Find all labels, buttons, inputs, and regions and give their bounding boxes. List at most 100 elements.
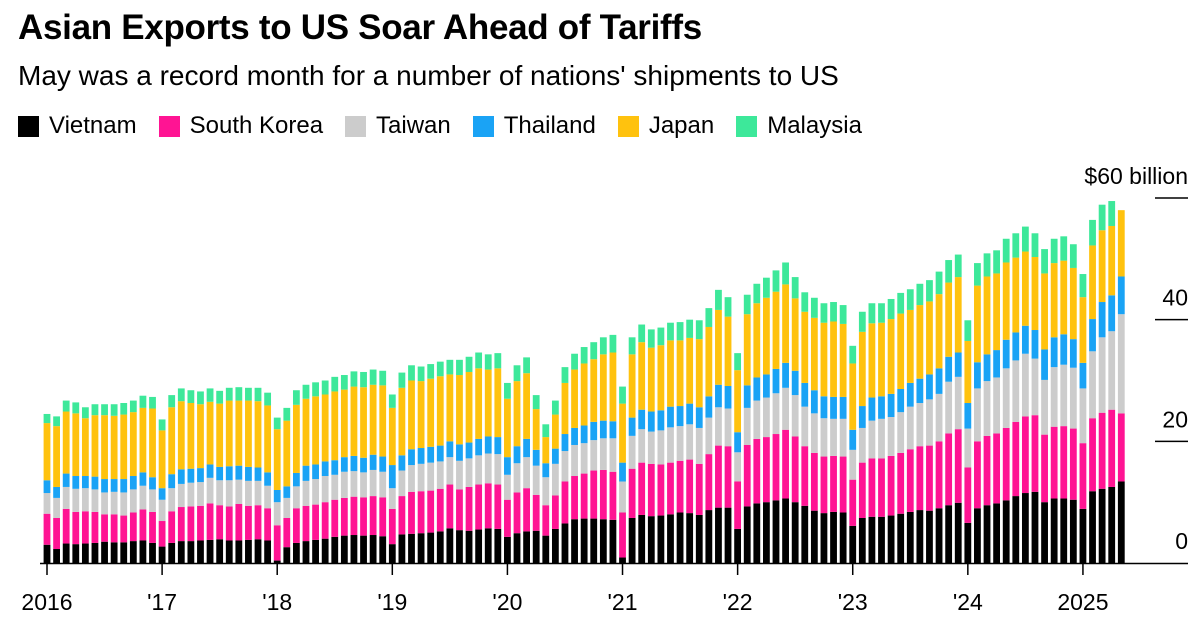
bar-vietnam-12 xyxy=(158,546,166,564)
bar-south-korea-61 xyxy=(628,468,636,518)
bar-thailand-2 xyxy=(62,473,70,487)
bar-japan-67 xyxy=(686,337,694,404)
bar-vietnam-61 xyxy=(628,517,636,563)
bar-thailand-103 xyxy=(1031,330,1039,359)
bar-thailand-24 xyxy=(273,490,281,503)
bar-japan-28 xyxy=(312,396,319,465)
bar-south-korea-44 xyxy=(465,486,473,531)
bar-japan-69 xyxy=(705,326,713,397)
bar-japan-102 xyxy=(1021,251,1029,326)
bar-malaysia-27 xyxy=(302,384,310,399)
bar-south-korea-78 xyxy=(791,436,799,503)
bar-south-korea-50 xyxy=(523,488,530,532)
y-tick-label-60: $60 billion xyxy=(1084,163,1188,189)
bar-vietnam-89 xyxy=(897,513,905,563)
bar-taiwan-68 xyxy=(695,427,703,464)
bar-malaysia-76 xyxy=(772,270,780,292)
bar-vietnam-66 xyxy=(676,512,684,563)
bar-malaysia-47 xyxy=(494,353,502,369)
bar-thailand-95 xyxy=(954,352,962,377)
bar-vietnam-7 xyxy=(110,542,118,563)
bar-malaysia-31 xyxy=(340,375,348,390)
bar-malaysia-23 xyxy=(264,392,272,406)
bar-thailand-48 xyxy=(504,457,511,475)
bar-malaysia-6 xyxy=(101,404,108,416)
bar-taiwan-6 xyxy=(101,492,108,515)
bar-taiwan-22 xyxy=(254,480,262,506)
bar-taiwan-37 xyxy=(398,470,406,497)
bar-thailand-41 xyxy=(436,445,444,462)
bar-south-korea-60 xyxy=(619,512,626,558)
bar-south-korea-79 xyxy=(801,446,809,506)
bar-south-korea-6 xyxy=(101,514,108,542)
bar-japan-107 xyxy=(1069,267,1077,340)
bar-south-korea-38 xyxy=(408,491,415,534)
bar-malaysia-101 xyxy=(1012,233,1020,258)
bar-malaysia-96 xyxy=(964,320,972,341)
bar-malaysia-99 xyxy=(993,250,1001,274)
bar-taiwan-28 xyxy=(312,479,319,505)
bar-japan-39 xyxy=(417,381,425,449)
bar-vietnam-101 xyxy=(1012,496,1020,563)
legend-label-malaysia: Malaysia xyxy=(767,112,862,139)
bar-malaysia-75 xyxy=(763,277,770,298)
bar-malaysia-12 xyxy=(158,419,166,431)
bar-thailand-87 xyxy=(878,396,885,419)
bar-vietnam-77 xyxy=(782,498,789,563)
bar-japan-21 xyxy=(245,400,252,467)
bar-south-korea-40 xyxy=(427,490,435,533)
bar-taiwan-20 xyxy=(235,479,243,504)
bar-thailand-86 xyxy=(868,397,876,421)
bar-japan-15 xyxy=(187,403,195,469)
bar-japan-72 xyxy=(734,370,742,433)
bar-japan-79 xyxy=(801,311,809,383)
bar-japan-40 xyxy=(427,378,435,447)
bar-vietnam-19 xyxy=(225,540,233,563)
bar-taiwan-52 xyxy=(542,477,550,506)
bar-japan-73 xyxy=(743,314,751,386)
bar-japan-9 xyxy=(129,412,137,477)
bar-japan-55 xyxy=(571,369,578,428)
bar-japan-98 xyxy=(983,276,991,355)
bar-taiwan-56 xyxy=(580,443,588,474)
bar-thailand-108 xyxy=(1079,362,1087,389)
bar-japan-71 xyxy=(724,316,732,386)
bar-japan-53 xyxy=(551,414,559,449)
bar-taiwan-40 xyxy=(427,462,435,491)
bar-thailand-21 xyxy=(245,466,252,481)
bar-south-korea-57 xyxy=(590,470,598,519)
bar-taiwan-47 xyxy=(494,454,502,485)
bar-taiwan-62 xyxy=(638,429,646,463)
bar-south-korea-31 xyxy=(340,497,348,536)
bar-japan-42 xyxy=(446,374,454,442)
bar-taiwan-106 xyxy=(1060,364,1068,427)
bar-japan-109 xyxy=(1089,245,1096,320)
bar-malaysia-3 xyxy=(72,402,80,414)
bar-thailand-56 xyxy=(580,425,588,444)
bar-thailand-65 xyxy=(667,406,674,428)
bar-vietnam-49 xyxy=(513,533,521,563)
bar-japan-83 xyxy=(839,323,847,397)
bar-taiwan-110 xyxy=(1098,337,1106,413)
bar-taiwan-8 xyxy=(120,492,128,516)
bar-malaysia-39 xyxy=(417,366,425,382)
bar-vietnam-29 xyxy=(321,538,329,563)
bar-japan-14 xyxy=(177,401,185,470)
chart-title: Asian Exports to US Soar Ahead of Tariff… xyxy=(18,8,702,47)
legend-item-thailand: Thailand xyxy=(472,112,596,140)
bar-thailand-34 xyxy=(369,454,377,470)
bar-vietnam-30 xyxy=(331,536,339,563)
bar-south-korea-33 xyxy=(360,497,367,536)
bar-thailand-67 xyxy=(686,403,694,425)
bar-malaysia-61 xyxy=(628,337,636,355)
bar-south-korea-87 xyxy=(878,458,885,517)
bar-malaysia-111 xyxy=(1108,201,1116,226)
bar-south-korea-76 xyxy=(772,434,780,501)
bar-south-korea-63 xyxy=(647,463,655,517)
bar-japan-103 xyxy=(1031,257,1039,331)
bar-vietnam-55 xyxy=(571,519,578,563)
bar-japan-57 xyxy=(590,359,598,422)
bar-malaysia-32 xyxy=(350,371,358,387)
bar-malaysia-91 xyxy=(916,283,924,306)
bar-japan-30 xyxy=(331,391,339,461)
